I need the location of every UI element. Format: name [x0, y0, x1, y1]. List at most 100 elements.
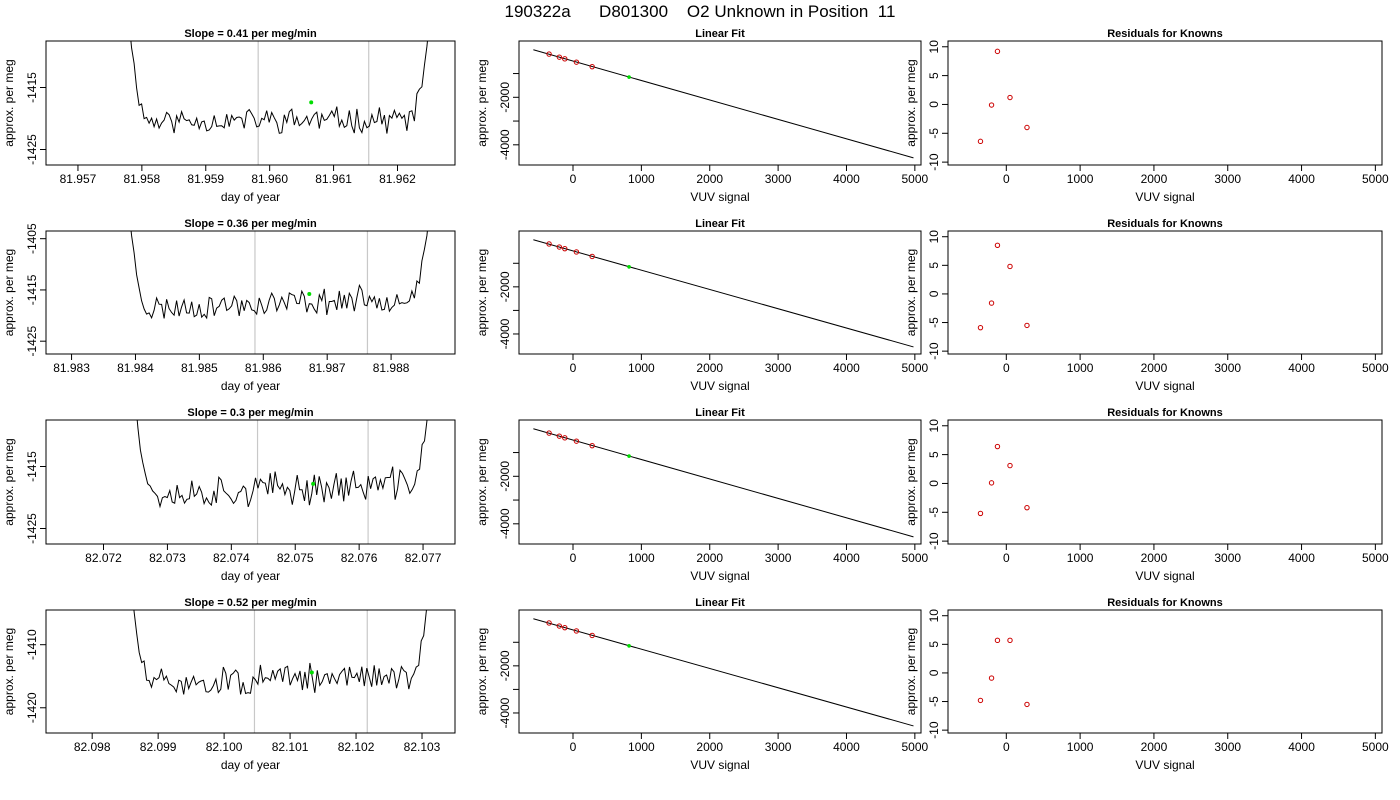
unknown-point	[627, 454, 631, 458]
y-axis-label: approx. per meg	[904, 628, 918, 715]
x-tick-label: 81.986	[245, 361, 282, 375]
y-tick-label: -1405	[25, 223, 39, 254]
x-tick-label: 81.983	[53, 361, 90, 375]
x-tick-label: 82.101	[272, 740, 309, 754]
known-point	[546, 51, 552, 57]
x-axis-label: VUV signal	[690, 379, 749, 393]
known-point	[589, 253, 595, 260]
x-axis-label: day of year	[221, 758, 280, 772]
y-axis-label: approx. per meg	[2, 628, 16, 715]
y-tick-label: 5	[927, 641, 941, 648]
x-tick-label: 5000	[901, 551, 928, 565]
panel-title: Residuals for Knowns	[1107, 407, 1223, 419]
x-tick-label: 1000	[628, 172, 655, 186]
x-tick-label: 5000	[1362, 551, 1389, 565]
residual-point	[1024, 322, 1030, 329]
y-axis-label: approx. per meg	[475, 249, 489, 336]
y-axis-label: approx. per meg	[904, 59, 918, 146]
x-tick-label: 5000	[901, 740, 928, 754]
x-tick-label: 1000	[628, 740, 655, 754]
x-tick-label: 81.984	[117, 361, 154, 375]
x-tick-label: 81.985	[181, 361, 218, 375]
y-tick-label: -2000	[498, 650, 512, 681]
y-tick-label: -1425	[25, 513, 39, 544]
panel-0-2: Residuals for Knowns VUV signal approx. pe…	[904, 28, 1389, 204]
panel-title: Slope = 0.3 per meg/min	[187, 407, 314, 419]
x-tick-label: 82.099	[140, 740, 177, 754]
plot-frame	[45, 609, 456, 734]
y-tick-label: -2000	[498, 461, 512, 492]
residual-point	[977, 697, 984, 704]
trace-line	[133, 610, 427, 695]
fit-line	[533, 618, 914, 727]
panel-title: Slope = 0.41 per meg/min	[184, 28, 317, 40]
x-tick-label: 82.100	[206, 740, 243, 754]
residual-point	[988, 102, 995, 108]
page-title: 190322a D801300 O2 Unknown in Position 1…	[504, 2, 896, 21]
x-tick-label: 4000	[1288, 740, 1315, 754]
unknown-point	[627, 265, 631, 269]
x-tick-label: 2000	[1141, 361, 1168, 375]
mean-marker	[309, 670, 314, 675]
plot-frame	[45, 230, 456, 355]
y-tick-label: -5	[927, 507, 941, 518]
y-tick-label: -5	[927, 696, 941, 707]
residual-point	[1007, 637, 1013, 644]
residual-point	[988, 300, 995, 306]
residual-point	[994, 443, 1001, 450]
plot-area	[533, 618, 914, 727]
x-tick-label: 3000	[1214, 740, 1241, 754]
y-tick-label: 0	[927, 480, 941, 487]
x-axis-label: day of year	[221, 190, 280, 204]
x-tick-label: 0	[570, 740, 577, 754]
residual-point	[988, 675, 995, 681]
x-tick-label: 82.098	[74, 740, 111, 754]
y-tick-label: 0	[927, 290, 941, 297]
y-tick-label: -2000	[498, 271, 512, 302]
x-tick-label: 1000	[1067, 740, 1094, 754]
plot-frame	[45, 419, 456, 545]
plot-frame	[518, 230, 922, 355]
trace-line	[130, 231, 428, 320]
plot-frame	[947, 609, 1383, 734]
panel-1-0: Slope = 0.36 per meg/min day of year appro…	[2, 218, 456, 393]
x-tick-label: 81.987	[309, 361, 346, 375]
panel-title: Slope = 0.52 per meg/min	[184, 597, 317, 609]
fit-line	[533, 428, 914, 538]
y-axis-label: approx. per meg	[475, 628, 489, 715]
y-tick-label: -1415	[25, 274, 39, 305]
y-tick-label: -2000	[498, 82, 512, 113]
residual-point	[1007, 263, 1013, 270]
y-axis-label: approx. per meg	[2, 438, 16, 525]
plot-area	[130, 41, 428, 165]
x-tick-label: 81.959	[187, 172, 224, 186]
x-tick-label: 4000	[833, 172, 860, 186]
panel-1-2: Residuals for Knowns VUV signal approx. pe…	[904, 218, 1389, 393]
x-tick-label: 82.075	[277, 551, 314, 565]
y-axis-label: approx. per meg	[2, 249, 16, 336]
x-axis-label: VUV signal	[1135, 758, 1194, 772]
y-tick-label: 10	[927, 609, 941, 623]
known-point	[562, 624, 568, 631]
y-tick-label: -10	[927, 721, 941, 739]
y-tick-label: -1410	[25, 629, 39, 660]
x-axis-label: VUV signal	[690, 758, 749, 772]
known-point	[556, 54, 563, 60]
x-tick-label: 5000	[901, 361, 928, 375]
plot-area	[533, 239, 914, 348]
plot-area	[977, 48, 1030, 145]
y-tick-label: -4000	[498, 129, 512, 160]
panel-title: Linear Fit	[695, 28, 745, 40]
plot-area	[533, 49, 914, 159]
x-tick-label: 4000	[1288, 551, 1315, 565]
panel-2-2: Residuals for Knowns VUV signal approx. pe…	[904, 407, 1389, 583]
y-tick-label: -1415	[25, 72, 39, 103]
plot-area	[977, 637, 1030, 708]
x-tick-label: 1000	[628, 551, 655, 565]
x-tick-label: 2000	[696, 361, 723, 375]
y-tick-label: 5	[927, 262, 941, 269]
x-axis-label: VUV signal	[1135, 569, 1194, 583]
x-tick-label: 0	[1003, 172, 1010, 186]
panel-3-1: Linear Fit VUV signal approx. per meg 0 1000…	[475, 597, 929, 772]
x-tick-label: 0	[570, 361, 577, 375]
